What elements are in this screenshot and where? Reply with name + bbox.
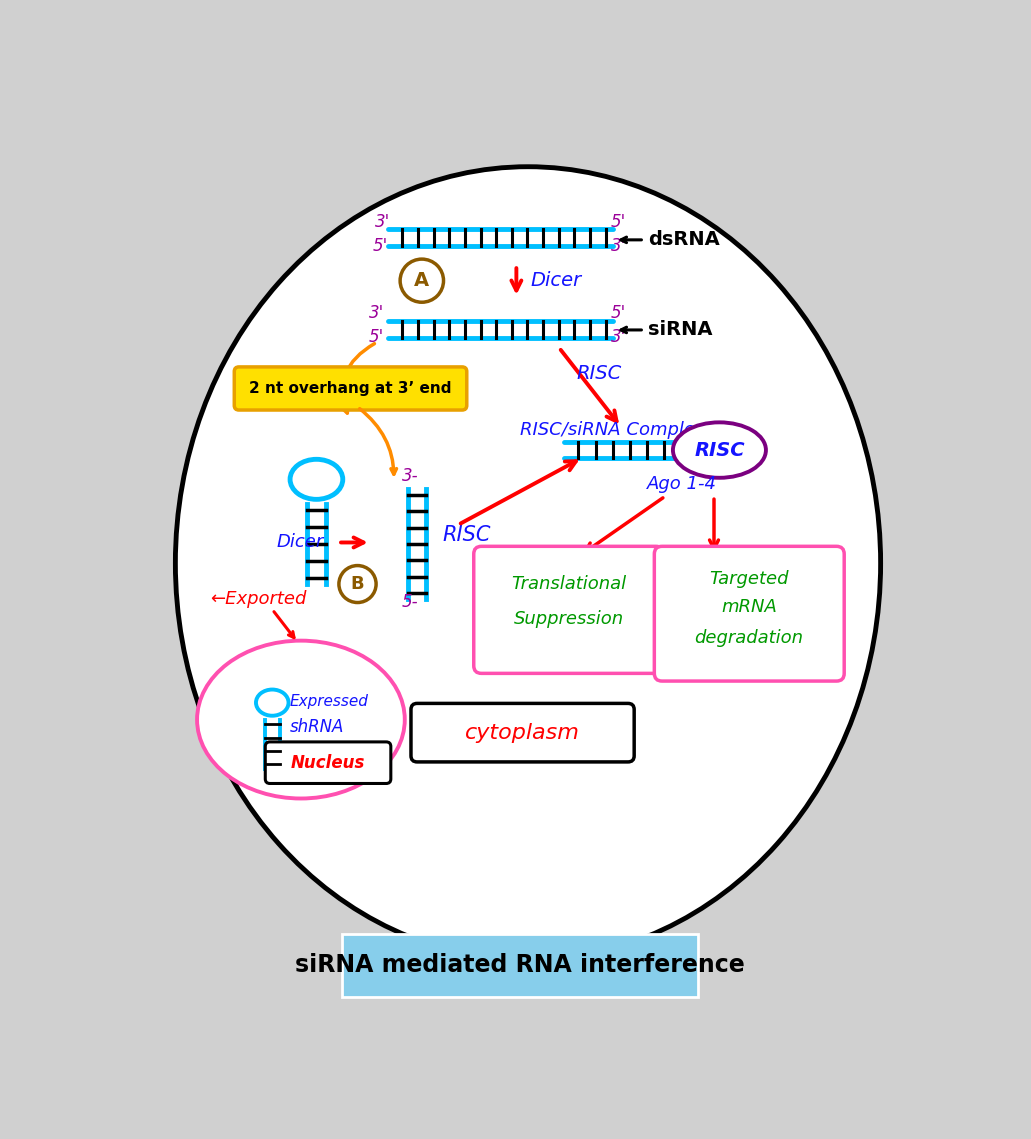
FancyBboxPatch shape	[234, 367, 467, 410]
Text: 5': 5'	[611, 304, 626, 321]
Ellipse shape	[175, 166, 880, 960]
Ellipse shape	[673, 423, 766, 477]
Text: 5-: 5-	[402, 593, 419, 612]
Text: shRNA: shRNA	[290, 719, 344, 736]
Text: mRNA: mRNA	[721, 598, 776, 616]
Text: Nucleus: Nucleus	[291, 754, 365, 772]
Text: B: B	[351, 575, 364, 593]
Text: 3': 3'	[369, 304, 385, 321]
Text: Dicer: Dicer	[277, 533, 324, 551]
Text: Suppression: Suppression	[513, 611, 624, 629]
Text: siRNA mediated RNA interference: siRNA mediated RNA interference	[295, 953, 745, 977]
Text: 2 nt overhang at 3’ end: 2 nt overhang at 3’ end	[250, 380, 452, 396]
Text: 3': 3'	[611, 237, 626, 255]
Text: RISC: RISC	[694, 441, 744, 459]
Text: RISC/siRNA Complex: RISC/siRNA Complex	[521, 421, 706, 439]
Text: ←Exported: ←Exported	[210, 590, 306, 608]
Text: 3': 3'	[611, 328, 626, 346]
Text: RISC: RISC	[576, 363, 622, 383]
Text: Expressed: Expressed	[290, 695, 369, 710]
Text: siRNA: siRNA	[648, 320, 712, 339]
Text: cytoplasm: cytoplasm	[465, 722, 580, 743]
Text: degradation: degradation	[694, 629, 803, 647]
FancyBboxPatch shape	[655, 547, 844, 681]
Text: Ago 1-4: Ago 1-4	[646, 475, 717, 493]
Text: A: A	[414, 271, 429, 290]
Text: Targeted: Targeted	[709, 570, 789, 588]
Text: dsRNA: dsRNA	[648, 230, 720, 249]
FancyBboxPatch shape	[411, 704, 634, 762]
Text: 5': 5'	[372, 237, 388, 255]
Ellipse shape	[197, 640, 405, 798]
Text: Dicer: Dicer	[530, 271, 581, 290]
Text: Translational: Translational	[511, 575, 626, 593]
Text: 5': 5'	[611, 213, 626, 231]
Text: RISC: RISC	[442, 525, 491, 544]
Text: 5': 5'	[369, 328, 385, 346]
FancyBboxPatch shape	[474, 547, 664, 673]
Text: 3-: 3-	[402, 467, 419, 485]
FancyBboxPatch shape	[342, 934, 698, 997]
FancyBboxPatch shape	[265, 741, 391, 784]
Text: 3': 3'	[375, 213, 391, 231]
